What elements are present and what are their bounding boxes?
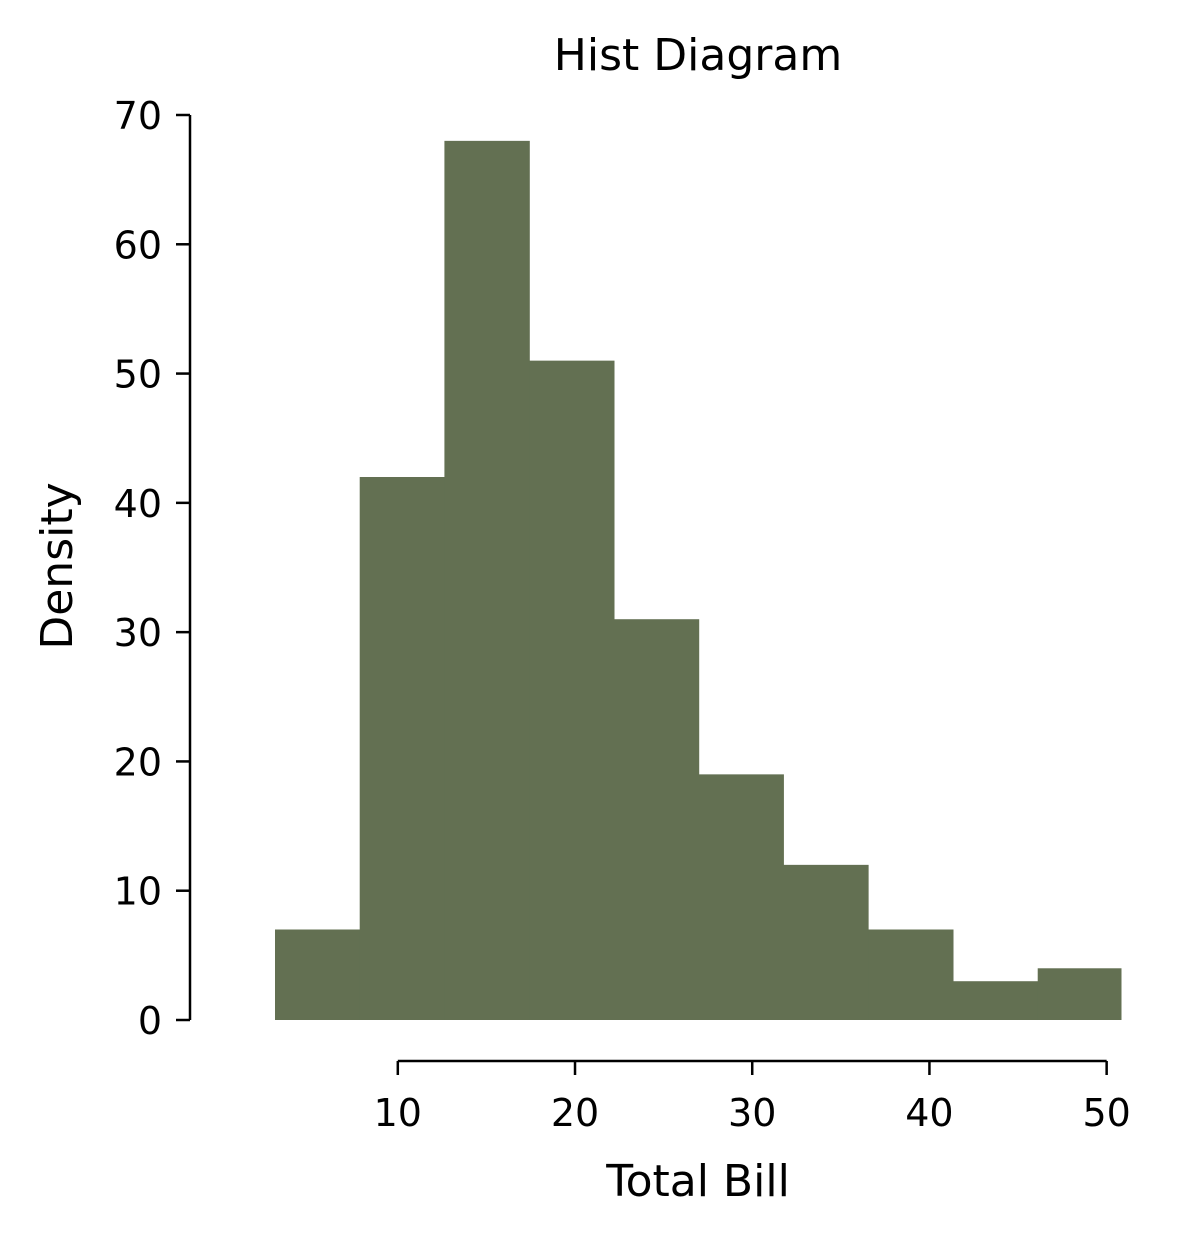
y-tick-label: 70 xyxy=(114,94,162,138)
histogram-bar-8 xyxy=(868,929,954,1020)
histogram-bar-6 xyxy=(698,774,784,1020)
histogram-bar-1 xyxy=(275,929,361,1020)
y-axis: 0 10 20 30 40 50 60 70 xyxy=(114,94,192,1043)
histogram-bar-7 xyxy=(783,864,869,1020)
x-tick-label: 30 xyxy=(728,1091,776,1135)
y-tick-label: 0 xyxy=(138,999,162,1043)
histogram-bar-10 xyxy=(1037,968,1122,1020)
y-tick-label: 50 xyxy=(114,353,162,397)
x-tick-label: 40 xyxy=(905,1091,953,1135)
y-tick-label: 40 xyxy=(114,482,162,526)
x-tick-label: 20 xyxy=(551,1091,599,1135)
bars-group xyxy=(275,140,1122,1021)
y-tick-label: 20 xyxy=(114,740,162,784)
y-axis-label: Density xyxy=(32,482,83,649)
y-tick-label: 60 xyxy=(114,223,162,267)
y-tick-label: 10 xyxy=(114,870,162,914)
histogram-bar-5 xyxy=(614,619,700,1020)
x-tick-label: 10 xyxy=(374,1091,422,1135)
histogram-bar-3 xyxy=(444,140,530,1020)
x-tick-label: 50 xyxy=(1082,1091,1130,1135)
histogram-bar-4 xyxy=(529,360,615,1021)
x-axis: 10 20 30 40 50 xyxy=(374,1059,1131,1135)
histogram-bar-2 xyxy=(359,477,445,1020)
x-axis-label: Total Bill xyxy=(605,1156,790,1207)
histogram-bar-9 xyxy=(953,981,1039,1020)
y-tick-label: 30 xyxy=(114,611,162,655)
chart-title: Hist Diagram xyxy=(554,30,842,81)
